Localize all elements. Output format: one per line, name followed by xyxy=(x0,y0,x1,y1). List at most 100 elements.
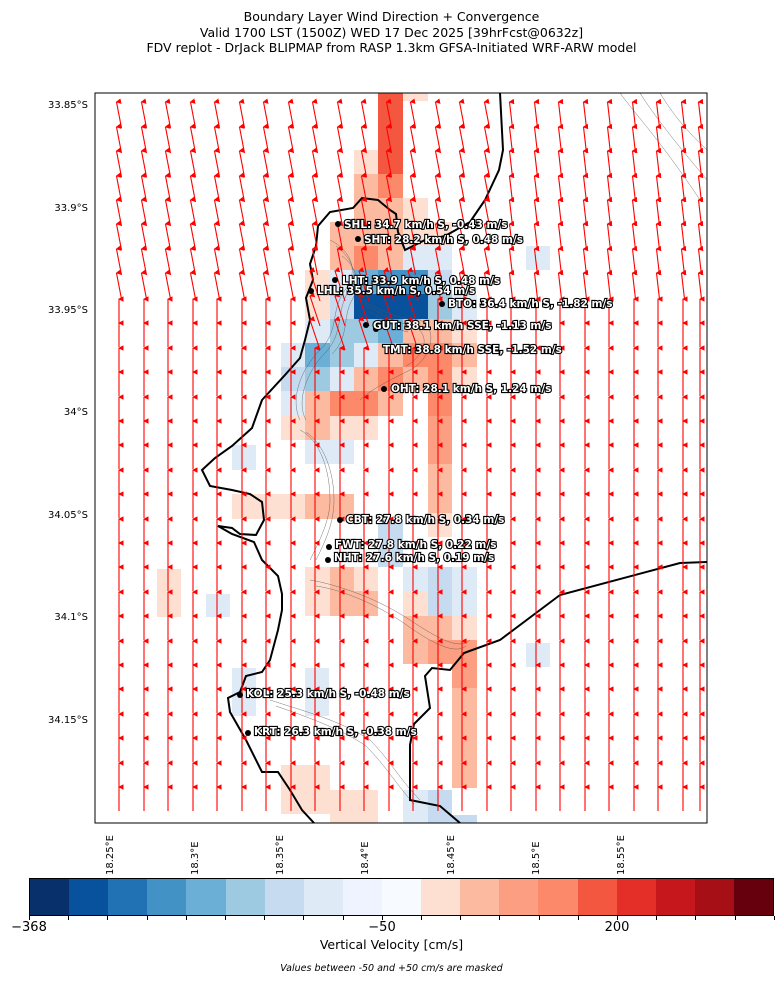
velocity-cell xyxy=(232,668,256,716)
wind-arrow-icon xyxy=(434,123,442,154)
station-label: GUT: 38.1 km/h SSE, -1.13 m/s xyxy=(373,320,551,332)
wind-arrow-icon xyxy=(533,147,540,178)
wind-arrow-icon xyxy=(508,147,515,178)
velocity-cell xyxy=(452,664,477,688)
station-label: BTO: 36.4 km/h S, -1.82 m/s xyxy=(448,298,613,310)
velocity-cell xyxy=(452,815,477,823)
wind-arrow-icon xyxy=(311,172,319,203)
velocity-cell xyxy=(354,150,378,175)
colorbar-tick xyxy=(264,916,265,920)
wind-arrow-icon xyxy=(115,269,123,300)
wind-arrow-icon xyxy=(262,196,270,227)
velocity-cell xyxy=(354,567,378,591)
wind-arrow-icon xyxy=(262,123,270,154)
wind-arrow-icon xyxy=(238,245,246,276)
wind-arrow-icon xyxy=(434,98,442,129)
wind-arrow-icon xyxy=(557,245,564,276)
station-label: SHT: 28.2 km/h S, 0.48 m/s xyxy=(364,234,523,246)
wind-arrow-icon xyxy=(213,245,221,276)
wind-arrow-icon xyxy=(189,172,197,203)
colorbar-tick xyxy=(29,916,30,920)
latitude-tick-label: 34.05°S xyxy=(48,510,88,521)
latitude-tick-label: 34.1°S xyxy=(54,612,88,623)
wind-arrow-icon xyxy=(606,245,613,276)
velocity-cell xyxy=(428,640,452,664)
velocity-cell xyxy=(330,343,354,367)
longitude-tick-label: 18.5°E xyxy=(531,841,542,875)
wind-arrow-icon xyxy=(483,147,491,178)
colorbar-segment xyxy=(69,879,109,915)
colorbar-segment xyxy=(733,879,774,915)
longitude-tick-label: 18.25°E xyxy=(105,835,116,875)
wind-arrow-icon xyxy=(655,196,662,227)
wind-arrow-icon xyxy=(262,269,270,300)
velocity-cell xyxy=(452,616,477,640)
station-dot-icon xyxy=(308,288,314,294)
colorbar-segment xyxy=(499,879,539,915)
velocity-cell xyxy=(403,567,428,591)
wind-arrow-icon xyxy=(407,291,419,327)
coastline-false-bay xyxy=(409,561,707,823)
wind-arrow-icon xyxy=(606,147,613,178)
colorbar-segment xyxy=(147,879,187,915)
velocity-cell xyxy=(281,367,305,391)
wind-arrow-icon xyxy=(697,269,704,300)
station-label: LHT: 33.9 km/h S, 0.48 m/s xyxy=(342,275,500,287)
station-label: FWT: 27.8 km/h S, 0.22 m/s xyxy=(335,539,496,551)
wind-arrow-icon xyxy=(557,123,564,154)
wind-arrow-icon xyxy=(115,123,123,154)
velocity-cell xyxy=(206,594,230,617)
wind-arrow-icon xyxy=(697,196,704,227)
wind-arrow-icon xyxy=(358,266,370,302)
velocity-cell xyxy=(281,765,330,814)
velocity-cell xyxy=(330,790,354,823)
station-dot-icon xyxy=(237,692,243,698)
wind-arrow-icon xyxy=(140,98,148,129)
wind-arrow-icon xyxy=(140,123,148,154)
wind-arrow-icon xyxy=(334,266,346,302)
velocity-cell xyxy=(354,174,378,198)
wind-arrow-icon xyxy=(164,196,172,227)
wind-arrow-icon xyxy=(115,172,123,203)
wind-arrow-icon xyxy=(238,269,246,300)
velocity-cell xyxy=(330,416,354,440)
wind-arrow-icon xyxy=(213,147,221,178)
wind-arrow-icon xyxy=(115,147,123,178)
wind-arrow-icon xyxy=(383,266,395,302)
wind-arrow-icon xyxy=(287,123,295,154)
wind-arrow-icon xyxy=(606,196,613,227)
velocity-cell xyxy=(256,494,281,519)
wind-arrow-icon xyxy=(238,147,246,178)
wind-arrow-icon xyxy=(655,98,662,129)
velocity-cell xyxy=(330,294,354,319)
station-dot-icon xyxy=(335,221,341,227)
wind-arrow-icon xyxy=(508,245,515,276)
latitude-tick-label: 33.85°S xyxy=(48,100,88,111)
velocity-cell xyxy=(403,591,428,616)
wind-arrow-icon xyxy=(189,269,197,300)
wind-arrow-icon xyxy=(238,123,246,154)
wind-arrow-icon xyxy=(582,245,589,276)
wind-arrow-icon xyxy=(238,172,246,203)
colorbar-segment xyxy=(421,879,461,915)
velocity-cell xyxy=(281,494,305,519)
velocity-cell xyxy=(354,294,378,319)
wind-arrow-icon xyxy=(409,245,417,276)
wind-arrow-icon xyxy=(582,220,589,251)
wind-arrow-icon xyxy=(508,269,515,300)
wind-arrow-icon xyxy=(287,220,295,251)
colorbar-segment xyxy=(108,879,148,915)
wind-arrow-icon xyxy=(508,98,515,129)
velocity-cell xyxy=(403,294,428,319)
mask-note: Values between -50 and +50 cm/s are mask… xyxy=(280,963,503,974)
wind-arrow-icon xyxy=(606,98,613,129)
wind-arrow-icon xyxy=(164,245,172,276)
wind-arrow-icon xyxy=(606,172,613,203)
velocity-cell xyxy=(452,591,477,616)
wind-arrow-icon xyxy=(140,196,148,227)
velocity-cell xyxy=(330,440,354,464)
wind-vectors xyxy=(115,98,705,811)
wind-arrow-icon xyxy=(533,196,540,227)
wind-arrow-icon xyxy=(189,245,197,276)
